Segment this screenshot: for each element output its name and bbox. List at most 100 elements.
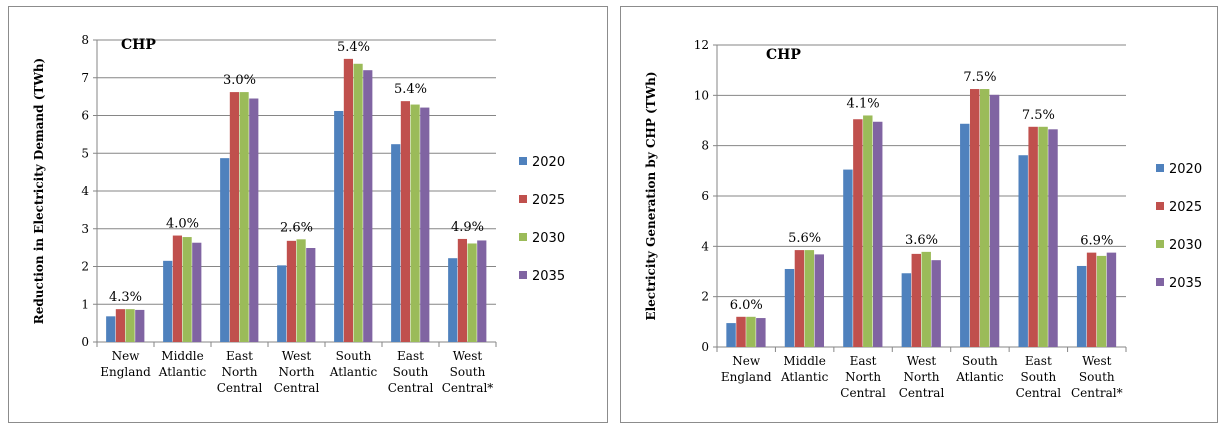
percent-annotation: 3.0% — [223, 73, 256, 88]
bar-2030 — [125, 309, 135, 342]
legend-label-2035: 2035 — [1169, 276, 1202, 291]
bar-2020 — [1018, 155, 1028, 347]
chp-generation-chart: 0 2 4 6 8 10 12 6.0% New England 5.6% Middle Atlanti… — [644, 38, 1202, 400]
bar-2035 — [931, 260, 941, 347]
legend-swatch-2030 — [519, 233, 527, 241]
x-category-label: East North Central — [840, 354, 886, 400]
y-axis-label: Electricity Generation by CHP (TWh) — [644, 71, 658, 320]
bar-2020 — [960, 123, 970, 347]
legend-swatch-2020 — [519, 157, 527, 165]
x-category-label: South Atlantic — [329, 349, 378, 379]
bar-2025 — [286, 240, 296, 342]
y-tick-label: 12 — [694, 38, 709, 52]
bar-2020 — [726, 323, 736, 347]
percent-annotation: 4.3% — [109, 290, 142, 305]
bar-2025 — [1028, 126, 1038, 348]
bar-2020 — [334, 110, 344, 342]
bar-2030 — [1038, 126, 1048, 348]
x-category-label: New England — [721, 354, 772, 384]
x-category-label: East North Central — [217, 349, 263, 395]
bar-2035 — [989, 94, 1000, 347]
legend-label-2020: 2020 — [532, 155, 565, 170]
bar-2035 — [363, 70, 373, 342]
legend-swatch-2025 — [1156, 202, 1164, 210]
bar-2035 — [477, 240, 487, 342]
legend-swatch-2025 — [519, 195, 527, 203]
percent-annotation: 5.4% — [337, 40, 370, 55]
bar-2025 — [400, 101, 410, 342]
bar-2030 — [182, 237, 192, 342]
bar-2035 — [306, 248, 316, 342]
percent-annotation: 4.0% — [166, 217, 199, 232]
y-tick-label: 8 — [701, 139, 709, 153]
bar-2035 — [1106, 252, 1117, 347]
percent-annotation: 7.5% — [1022, 108, 1055, 123]
x-category-label: West North Central — [899, 354, 945, 400]
legend-label-2025: 2025 — [532, 193, 565, 208]
chart-panel-left: 0 1 2 3 4 5 6 7 8 4.3% New England 4.0% Middle Atlanti… — [8, 6, 608, 423]
y-tick-label: 1 — [81, 297, 89, 311]
percent-annotation: 6.0% — [730, 298, 763, 313]
bar-2020 — [901, 273, 912, 347]
bar-2030 — [979, 89, 990, 348]
bar-2030 — [921, 251, 931, 347]
legend-swatch-2035 — [1156, 278, 1164, 286]
legend-label-2035: 2035 — [532, 269, 565, 284]
bar-2025 — [969, 89, 980, 348]
x-category-label: South Atlantic — [955, 354, 1004, 384]
x-category-label: East South Central — [1016, 354, 1062, 400]
bar-2020 — [391, 144, 401, 342]
bar-2030 — [410, 104, 420, 343]
y-axis-label: Reduction in Electricity Demand (TWh) — [32, 58, 46, 324]
y-tick-label: 6 — [81, 109, 89, 123]
legend-swatch-2035 — [519, 271, 527, 279]
bar-2030 — [804, 250, 815, 347]
legend-label-2030: 2030 — [532, 231, 565, 246]
bar-2025 — [1086, 252, 1097, 347]
bar-2030 — [863, 115, 873, 347]
x-category-label: West North Central — [274, 349, 320, 395]
y-tick-label: 4 — [701, 239, 709, 253]
y-tick-label: 2 — [81, 260, 89, 274]
bar-2035 — [814, 254, 825, 347]
bar-2035 — [192, 242, 202, 342]
bar-2025 — [229, 92, 239, 342]
bar-2020 — [1076, 265, 1087, 347]
chart-title: CHP — [121, 37, 156, 53]
chart-panel-right: 0 2 4 6 8 10 12 6.0% New England 5.6% Middle Atlanti… — [620, 6, 1218, 423]
y-tick-label: 2 — [701, 290, 709, 304]
y-tick-label: 5 — [81, 146, 89, 160]
bar-2035 — [1048, 129, 1058, 347]
bar-2025 — [457, 238, 467, 342]
x-category-label: Middle Atlantic — [158, 349, 207, 379]
percent-annotation: 5.6% — [788, 231, 821, 246]
x-category-label: Middle Atlantic — [780, 354, 829, 384]
bar-2030 — [353, 63, 363, 342]
bar-2035 — [756, 318, 766, 347]
y-tick-label: 0 — [81, 335, 89, 349]
bar-2035 — [873, 121, 883, 347]
bar-2030 — [746, 316, 756, 347]
percent-annotation: 5.4% — [394, 82, 427, 97]
y-tick-label: 10 — [694, 88, 709, 102]
bar-2025 — [794, 250, 805, 347]
legend-label-2030: 2030 — [1169, 238, 1202, 253]
legend-label-2025: 2025 — [1169, 200, 1202, 215]
bar-2025 — [343, 58, 353, 342]
y-tick-label: 3 — [81, 222, 89, 236]
bar-2020 — [448, 258, 458, 342]
percent-annotation: 6.9% — [1080, 234, 1113, 249]
y-tick-label: 7 — [81, 71, 89, 85]
legend-swatch-2020 — [1156, 164, 1164, 172]
bar-2030 — [296, 239, 306, 342]
bar-2020 — [843, 169, 853, 347]
y-tick-label: 4 — [81, 184, 89, 198]
bar-2025 — [736, 316, 746, 347]
x-category-label: West South Central* — [1071, 354, 1123, 400]
bar-2020 — [106, 316, 116, 342]
x-category-label: East South Central — [388, 349, 434, 395]
bar-2030 — [1096, 255, 1107, 347]
bar-2035 — [135, 309, 145, 342]
chart-title: CHP — [766, 47, 801, 63]
percent-annotation: 7.5% — [963, 70, 996, 85]
